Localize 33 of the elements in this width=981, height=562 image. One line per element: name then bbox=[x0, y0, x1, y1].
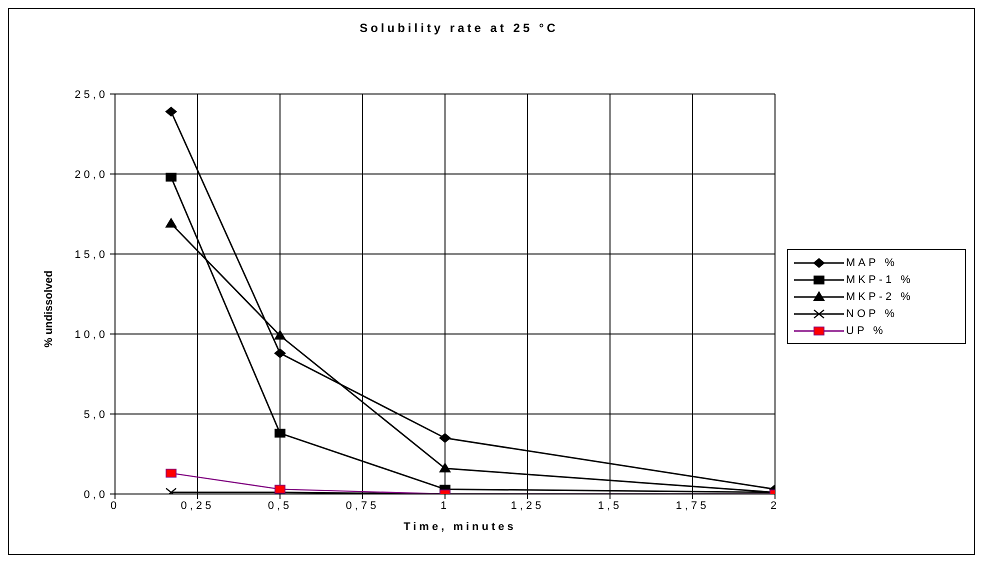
point bbox=[439, 462, 451, 472]
x-axis-title: Time, minutes bbox=[402, 521, 518, 533]
point bbox=[165, 106, 178, 117]
point bbox=[439, 433, 451, 443]
y-axis-title: % undissolved bbox=[43, 270, 55, 348]
point bbox=[274, 330, 286, 340]
point bbox=[274, 348, 286, 358]
y-tick-label: 10,0 bbox=[74, 328, 108, 341]
y-tick-label: 15,0 bbox=[74, 248, 108, 261]
legend-label: MKP-1 % bbox=[846, 274, 914, 286]
y-tick-label: 25,0 bbox=[74, 88, 108, 101]
legend-label: NOP % bbox=[846, 308, 898, 320]
point bbox=[166, 468, 176, 478]
legend-label: UP % bbox=[846, 324, 886, 336]
x-tick-label: 0 bbox=[110, 500, 120, 512]
x-tick-label: 1,75 bbox=[676, 500, 710, 512]
x-tick-label: 1,5 bbox=[598, 500, 622, 512]
x-tick-label: 1,25 bbox=[510, 500, 544, 512]
point bbox=[166, 172, 176, 182]
x-tick-label: 0,75 bbox=[346, 500, 380, 512]
chart-title: Solubility rate at 25 °C bbox=[358, 21, 560, 35]
x-tick-label: 0,5 bbox=[268, 500, 292, 512]
legend-label: MKP-2 % bbox=[846, 290, 914, 302]
x-tick-label: 1 bbox=[440, 500, 450, 512]
y-tick-label: 0,0 bbox=[84, 488, 108, 501]
point bbox=[274, 484, 286, 494]
x-tick-label: 0,25 bbox=[180, 500, 214, 512]
legend-label: MAP % bbox=[846, 256, 898, 268]
point bbox=[165, 218, 178, 228]
point bbox=[274, 428, 286, 438]
y-tick-label: 20,0 bbox=[74, 168, 108, 181]
x-tick-label: 2 bbox=[770, 500, 780, 512]
y-tick-label: 5,0 bbox=[84, 408, 108, 421]
